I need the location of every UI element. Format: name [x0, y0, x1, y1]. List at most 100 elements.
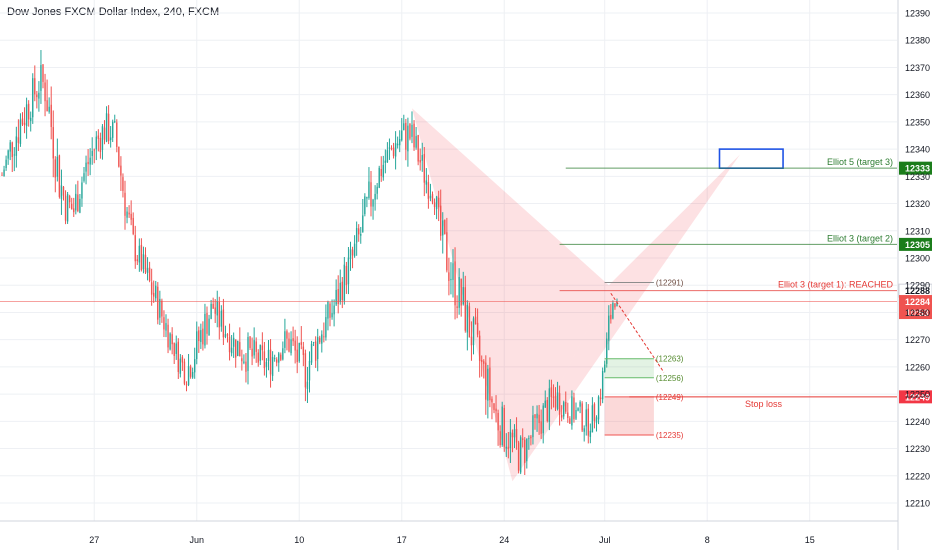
candle-body: [489, 367, 491, 401]
candle: [77, 180, 79, 213]
candle-body: [11, 142, 13, 157]
candle-body: [368, 181, 370, 198]
candle-body: [524, 439, 526, 463]
candle: [200, 323, 202, 349]
candle-body: [99, 137, 102, 152]
candle-body: [204, 313, 206, 346]
y-tick-label: 12290: [905, 281, 930, 291]
zone-entry: [604, 358, 654, 378]
candle: [132, 212, 134, 236]
candle-body: [23, 122, 26, 125]
candle-body: [312, 341, 315, 343]
candle: [425, 168, 428, 194]
x-tick-label: 10: [294, 535, 304, 545]
candle: [89, 148, 91, 176]
candle-body: [563, 402, 565, 417]
candle-body: [255, 341, 257, 352]
candle: [411, 111, 413, 144]
candle-body: [310, 343, 313, 363]
candle-body: [483, 361, 485, 364]
candle: [452, 249, 454, 298]
candle-body: [460, 278, 462, 306]
candle: [597, 395, 600, 425]
candle: [456, 295, 458, 319]
candle: [554, 387, 557, 411]
candle: [589, 423, 592, 444]
candle-body: [191, 372, 194, 378]
stop-loss-label: Stop loss: [745, 399, 783, 409]
candle: [52, 110, 54, 178]
candle: [163, 310, 165, 338]
candle: [202, 321, 204, 351]
candle: [481, 355, 483, 377]
candle-body: [19, 119, 22, 144]
candle: [442, 212, 444, 254]
candle: [3, 165, 5, 177]
candle-body: [556, 392, 559, 410]
candle: [298, 342, 300, 363]
candle: [497, 409, 499, 446]
zone-stop: [604, 396, 654, 435]
candle: [34, 65, 36, 102]
candle-body: [247, 337, 249, 371]
candle: [310, 340, 313, 366]
candle: [171, 327, 173, 355]
candle: [413, 120, 415, 151]
candle: [595, 415, 598, 432]
candle: [577, 407, 579, 412]
candle: [378, 165, 380, 189]
candle-body: [177, 341, 179, 372]
candle: [392, 142, 395, 159]
candle: [165, 314, 167, 338]
candle: [339, 269, 341, 305]
candle-body: [138, 245, 141, 263]
candle: [368, 167, 370, 200]
level-badge: [899, 161, 932, 175]
candle: [107, 105, 110, 145]
candle-body: [187, 365, 190, 385]
candle: [228, 323, 231, 361]
candle: [347, 247, 350, 295]
candle-body: [126, 211, 128, 218]
candle: [534, 414, 536, 430]
candle-body: [343, 264, 346, 301]
candle-body: [206, 312, 208, 334]
candle: [517, 440, 520, 474]
overlay: Elliot 5 (target 3) 12333 Elliot 3 (target…: [0, 148, 932, 440]
candle: [183, 358, 186, 386]
candle-body: [32, 78, 34, 118]
candle: [97, 129, 100, 152]
candle: [380, 156, 382, 182]
y-tick-label: 12380: [905, 36, 930, 46]
candle-body: [194, 359, 196, 373]
candle: [544, 390, 546, 409]
candle-body: [378, 167, 380, 188]
candle: [491, 396, 493, 420]
candle-body: [474, 316, 477, 325]
candle-body: [597, 396, 600, 420]
candle-body: [366, 197, 368, 199]
candle: [210, 299, 212, 320]
candle-body: [97, 135, 100, 139]
candle: [159, 290, 161, 325]
candle-body: [526, 438, 528, 462]
candle: [75, 184, 77, 215]
y-tick-label: 12250: [905, 390, 930, 400]
candle: [294, 329, 296, 364]
harmonic-pattern: [412, 108, 740, 482]
candle: [550, 379, 553, 410]
candle-body: [130, 213, 132, 220]
candle: [571, 390, 573, 430]
candle: [358, 224, 360, 242]
candle-body: [284, 331, 286, 348]
level-badge-text: 12333: [905, 164, 930, 174]
candle: [109, 126, 112, 148]
candle: [269, 339, 272, 388]
candle: [343, 257, 346, 305]
candle: [9, 139, 11, 161]
candle: [249, 336, 251, 350]
level-badge-text: 12305: [905, 240, 930, 250]
candle: [548, 379, 551, 431]
candle: [91, 137, 93, 165]
